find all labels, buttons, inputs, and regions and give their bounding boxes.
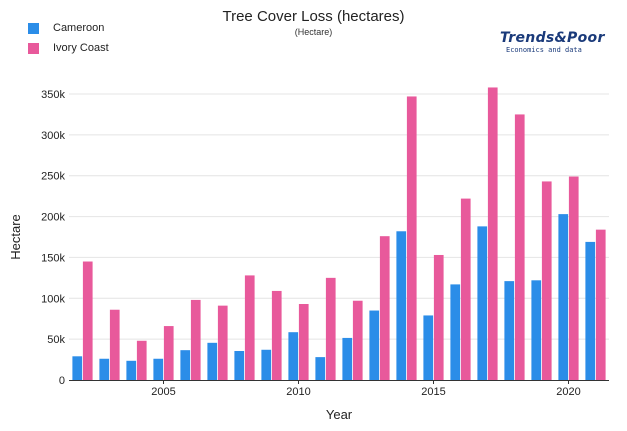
bar-ivory-coast[interactable] bbox=[460, 198, 471, 380]
bar-ivory-coast[interactable] bbox=[190, 299, 201, 380]
bar-cameroon[interactable] bbox=[558, 214, 569, 380]
x-tick-label: 2015 bbox=[421, 386, 445, 398]
y-tick-label: 100k bbox=[41, 293, 65, 305]
legend-label-cameroon: Cameroon bbox=[53, 22, 105, 34]
bar-cameroon[interactable] bbox=[72, 356, 83, 380]
bar-cameroon[interactable] bbox=[207, 342, 218, 380]
x-tick-label: 2005 bbox=[151, 386, 175, 398]
bar-ivory-coast[interactable] bbox=[541, 181, 552, 380]
bar-cameroon[interactable] bbox=[153, 358, 164, 380]
legend-swatch-cameroon bbox=[28, 22, 39, 34]
bar-cameroon[interactable] bbox=[585, 241, 596, 380]
bar-ivory-coast[interactable] bbox=[595, 229, 606, 380]
bar-ivory-coast[interactable] bbox=[352, 300, 363, 380]
bar-cameroon[interactable] bbox=[450, 284, 461, 380]
legend-item-ivory-coast[interactable]: Ivory Coast bbox=[28, 38, 109, 58]
gridlines bbox=[69, 93, 609, 340]
bar-ivory-coast[interactable] bbox=[298, 304, 309, 380]
bars bbox=[72, 87, 606, 381]
legend: Cameroon Ivory Coast bbox=[28, 18, 109, 58]
bar-cameroon[interactable] bbox=[261, 349, 272, 380]
bar-cameroon[interactable] bbox=[342, 337, 353, 380]
chart-title: Tree Cover Loss (hectares) bbox=[222, 8, 405, 25]
bar-ivory-coast[interactable] bbox=[271, 290, 282, 380]
bar-cameroon[interactable] bbox=[234, 350, 245, 380]
y-axis-ticks: 0 50k 100k 150k 200k 250k 300k 350k bbox=[41, 89, 65, 387]
y-tick-label: 300k bbox=[41, 130, 65, 142]
legend-label-ivory-coast: Ivory Coast bbox=[53, 42, 109, 54]
y-tick-label: 150k bbox=[41, 252, 65, 264]
bar-ivory-coast[interactable] bbox=[244, 275, 255, 380]
x-tick-label: 2010 bbox=[286, 386, 310, 398]
y-tick-label: 350k bbox=[41, 89, 65, 101]
legend-swatch-ivory-coast bbox=[28, 42, 39, 54]
bar-cameroon[interactable] bbox=[396, 231, 407, 380]
bar-cameroon[interactable] bbox=[504, 281, 515, 380]
bar-cameroon[interactable] bbox=[423, 315, 434, 380]
bar-cameroon[interactable] bbox=[126, 360, 137, 380]
bar-ivory-coast[interactable] bbox=[109, 309, 120, 380]
bar-ivory-coast[interactable] bbox=[406, 96, 417, 381]
x-axis-ticks: 2005 2010 2015 2020 bbox=[151, 380, 581, 398]
bar-ivory-coast[interactable] bbox=[568, 176, 579, 380]
bar-ivory-coast[interactable] bbox=[514, 114, 525, 380]
bar-cameroon[interactable] bbox=[288, 332, 299, 380]
bar-ivory-coast[interactable] bbox=[217, 305, 228, 380]
bar-cameroon[interactable] bbox=[531, 280, 542, 380]
bar-ivory-coast[interactable] bbox=[379, 236, 390, 380]
y-tick-label: 200k bbox=[41, 212, 65, 224]
bar-ivory-coast[interactable] bbox=[82, 261, 93, 380]
chart-subtitle: (Hectare) bbox=[294, 27, 333, 37]
bar-cameroon[interactable] bbox=[477, 226, 488, 380]
logo-tagline: Economics and data bbox=[506, 46, 582, 54]
bar-ivory-coast[interactable] bbox=[325, 277, 336, 380]
y-tick-label: 0 bbox=[59, 375, 65, 387]
y-axis-title: Hectare bbox=[8, 214, 23, 260]
y-tick-label: 50k bbox=[47, 334, 65, 346]
bar-ivory-coast[interactable] bbox=[136, 340, 147, 380]
bar-ivory-coast[interactable] bbox=[163, 326, 174, 380]
bar-cameroon[interactable] bbox=[315, 357, 326, 380]
x-tick-label: 2020 bbox=[556, 386, 580, 398]
bar-ivory-coast[interactable] bbox=[433, 254, 444, 380]
bar-cameroon[interactable] bbox=[99, 358, 110, 380]
bar-cameroon[interactable] bbox=[180, 350, 191, 380]
x-axis-title: Year bbox=[326, 407, 353, 422]
legend-item-cameroon[interactable]: Cameroon bbox=[28, 18, 109, 38]
bar-cameroon[interactable] bbox=[369, 310, 380, 380]
y-tick-label: 250k bbox=[41, 171, 65, 183]
trends-and-poor-logo: Trends&Poor Economics and data bbox=[500, 30, 612, 60]
bar-ivory-coast[interactable] bbox=[487, 87, 498, 380]
logo-name: Trends&Poor bbox=[500, 30, 605, 46]
